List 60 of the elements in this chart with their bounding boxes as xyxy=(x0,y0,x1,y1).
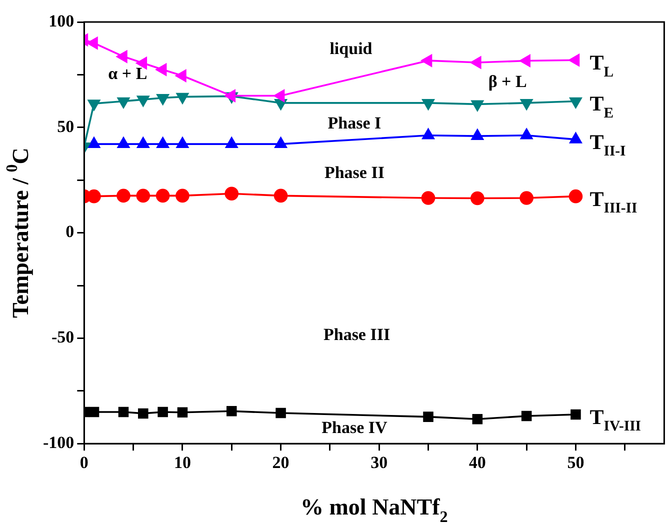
y-tick-label: 0 xyxy=(66,222,74,242)
point xyxy=(116,50,128,63)
point xyxy=(136,188,150,203)
point xyxy=(423,412,434,422)
annotation: α + L xyxy=(108,64,148,84)
point xyxy=(118,406,129,418)
point xyxy=(88,100,100,110)
y-tick-label: 100 xyxy=(48,11,74,30)
point xyxy=(570,409,581,420)
x-tick-label: 20 xyxy=(272,453,290,472)
point xyxy=(570,97,582,108)
annotation: Phase II xyxy=(324,163,385,182)
point xyxy=(421,191,436,205)
point xyxy=(116,188,130,203)
point xyxy=(470,191,484,206)
point xyxy=(137,96,150,106)
point xyxy=(224,90,236,102)
x-tick-label: 10 xyxy=(174,453,191,472)
y-axis-title: Temperature / 0C xyxy=(4,148,33,318)
point xyxy=(520,54,530,67)
point xyxy=(470,56,482,69)
point xyxy=(176,92,189,104)
point xyxy=(87,189,101,204)
point xyxy=(421,54,432,67)
point xyxy=(156,64,167,76)
annotation: Phase IV xyxy=(322,418,388,438)
x-tick-label: 50 xyxy=(567,453,584,472)
point xyxy=(472,414,483,424)
point xyxy=(138,408,148,419)
point xyxy=(471,100,484,112)
point xyxy=(88,406,100,418)
point xyxy=(520,191,534,205)
point xyxy=(521,410,532,422)
y-tick-label: -100 xyxy=(42,432,74,452)
point xyxy=(177,407,188,418)
x-tick-label: 30 xyxy=(370,453,388,472)
point xyxy=(87,36,98,50)
x-tick-label: 40 xyxy=(468,453,486,472)
x-tick-label: 0 xyxy=(80,453,88,472)
annotation: Phase III xyxy=(323,325,390,344)
point xyxy=(276,408,286,418)
point xyxy=(117,97,130,108)
point xyxy=(176,70,186,82)
point xyxy=(568,54,580,66)
annotation: β + L xyxy=(488,72,527,92)
point xyxy=(274,90,285,102)
point xyxy=(520,99,533,110)
annotation: liquid xyxy=(330,39,373,58)
point xyxy=(158,406,168,418)
point xyxy=(226,406,237,416)
point xyxy=(422,99,434,110)
annotation: Phase I xyxy=(328,113,382,132)
point xyxy=(156,188,170,203)
point xyxy=(156,94,169,105)
y-tick-label: 50 xyxy=(57,116,74,136)
point xyxy=(224,186,239,200)
point xyxy=(568,189,583,204)
point xyxy=(274,188,288,203)
point xyxy=(176,188,190,203)
y-tick-label: -50 xyxy=(51,328,74,347)
